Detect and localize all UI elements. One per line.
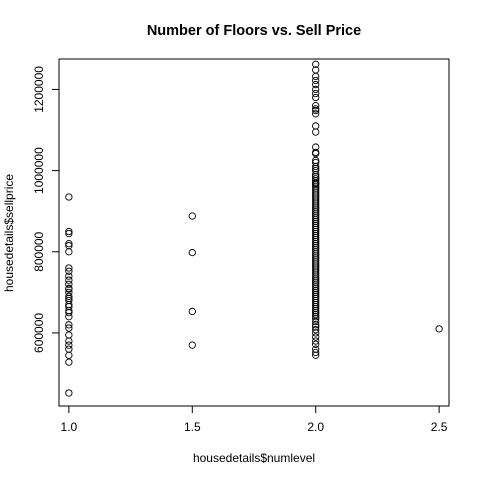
data-point	[188, 341, 196, 349]
data-point	[65, 284, 73, 292]
y-axis-label: housedetails$sellprice	[2, 174, 16, 292]
data-point	[312, 105, 320, 113]
data-point	[65, 341, 73, 349]
data-point	[65, 351, 73, 359]
y-axis: 600000 800000 1000000 1200000	[32, 66, 60, 353]
y-tick-label: 1000000	[32, 147, 46, 194]
data-point	[188, 307, 196, 316]
data-point	[312, 340, 320, 348]
data-point	[312, 175, 320, 183]
data-point	[65, 321, 73, 329]
data-point	[312, 72, 320, 81]
data-point	[312, 179, 320, 188]
y-tick-label: 1200000	[32, 66, 46, 113]
data-point	[312, 326, 320, 334]
x-tick-label: 1.5	[184, 420, 201, 434]
data-point	[65, 345, 73, 353]
data-point	[65, 331, 73, 339]
data-point	[65, 267, 73, 275]
data-point	[312, 89, 320, 98]
data-point	[65, 324, 73, 332]
chart-title: Number of Floors vs. Sell Price	[147, 23, 361, 39]
data-point	[65, 227, 73, 236]
data-point	[312, 173, 320, 181]
data-point	[312, 333, 320, 341]
data-points	[65, 60, 443, 397]
data-point	[312, 164, 320, 173]
data-point	[312, 80, 320, 89]
data-point	[65, 294, 73, 303]
x-tick-label: 2.0	[307, 420, 324, 434]
data-point	[188, 248, 196, 257]
data-point	[65, 358, 73, 366]
x-tick-label: 1.0	[61, 420, 78, 434]
data-point	[312, 76, 320, 85]
data-point	[312, 102, 320, 110]
y-tick-label: 800000	[32, 231, 46, 271]
data-point	[65, 389, 73, 397]
data-point	[312, 122, 320, 130]
data-point	[188, 212, 196, 220]
data-point	[65, 229, 73, 238]
data-point	[312, 323, 320, 331]
x-tick-label: 2.5	[431, 420, 448, 434]
x-axis-label: housedetails$numlevel	[193, 451, 315, 465]
data-point	[65, 337, 73, 345]
y-tick-label: 600000	[32, 313, 46, 353]
data-point	[65, 292, 73, 301]
data-point	[65, 280, 73, 288]
data-point	[435, 325, 443, 333]
data-point	[65, 248, 73, 256]
data-point	[312, 149, 320, 158]
data-point	[312, 110, 320, 118]
data-point	[312, 93, 320, 102]
data-point	[65, 242, 73, 250]
data-point	[65, 302, 73, 311]
data-point	[312, 156, 320, 165]
data-point	[65, 276, 73, 284]
data-point	[65, 193, 73, 201]
data-point	[65, 272, 73, 280]
data-point	[312, 317, 320, 326]
data-point	[312, 128, 320, 136]
data-point	[65, 264, 73, 272]
data-point	[65, 240, 73, 248]
data-point	[312, 345, 320, 353]
data-point	[312, 348, 320, 357]
data-point	[312, 85, 320, 94]
x-axis: 1.0 1.5 2.0 2.5	[61, 405, 448, 434]
plot-frame	[58, 58, 450, 407]
data-point	[312, 60, 320, 68]
data-point	[312, 337, 320, 345]
